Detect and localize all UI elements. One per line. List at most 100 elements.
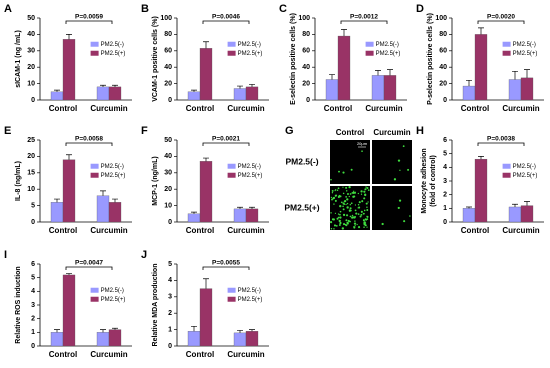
legend-label: PM2.5(-): [238, 288, 261, 294]
legend-swatch: [90, 50, 99, 56]
bar: [233, 208, 247, 223]
bar: [108, 202, 122, 223]
fluorescent-cell: [334, 189, 337, 191]
fluorescent-cell: [399, 169, 401, 171]
p-value: P=0.0012: [350, 14, 378, 21]
legend-label: PM2.5(+): [238, 297, 263, 303]
error-bar: [54, 198, 60, 203]
legend-label: PM2.5(-): [513, 42, 536, 48]
p-value: P=0.0058: [75, 136, 103, 143]
error-bar: [66, 154, 72, 160]
fluorescent-cell: [339, 216, 342, 219]
significance-bracket: [65, 20, 113, 24]
fluorescent-cell: [345, 219, 348, 222]
fluorescent-cell: [397, 159, 401, 162]
y-axis-label: Monocyte adhesion: [421, 148, 428, 213]
y-tick-label: 0: [31, 97, 35, 104]
error-bar: [100, 84, 106, 87]
fluorescent-cell: [354, 204, 357, 206]
legend-label: PM2.5(+): [513, 173, 538, 179]
fluorescent-cell: [360, 190, 363, 193]
fluorescent-cell: [337, 195, 340, 199]
fluorescent-cell: [350, 202, 353, 205]
x-tick-label: Curcumin: [227, 350, 264, 359]
fluorescent-cell: [353, 222, 357, 225]
fluorescent-cell: [353, 226, 356, 229]
column-label: Control: [336, 128, 364, 137]
fluorescent-cell: [331, 189, 334, 192]
error-bar: [237, 85, 243, 89]
fluorescent-cell: [340, 201, 343, 204]
y-tick-label: 30: [164, 170, 172, 177]
fluorescent-cell: [333, 228, 335, 230]
fluorescent-cell: [349, 215, 352, 218]
y-tick-label: 4: [31, 288, 35, 295]
legend-swatch: [90, 296, 99, 302]
scale-bar-label: 20μm: [357, 141, 368, 146]
y-tick-label: 2: [443, 192, 447, 199]
fluorescent-cell: [360, 210, 363, 213]
error-bar: [100, 329, 106, 333]
y-tick-label: 0: [168, 97, 172, 104]
legend-swatch: [502, 41, 511, 47]
micrograph: [372, 140, 412, 184]
bar: [50, 202, 64, 223]
legend-swatch: [90, 163, 99, 169]
fluorescent-cell: [363, 197, 366, 200]
fluorescent-cell: [330, 212, 332, 214]
x-tick-label: Control: [461, 226, 489, 235]
legend-swatch: [502, 50, 511, 56]
error-bar: [66, 273, 72, 275]
y-tick-label: 3: [168, 294, 172, 301]
fluorescent-cell: [329, 220, 333, 224]
p-value: P=0.0021: [212, 136, 240, 143]
y-tick-label: 100: [160, 15, 172, 22]
x-tick-label: Curcumin: [502, 104, 539, 113]
micrograph: [330, 140, 370, 184]
fluorescent-cell: [402, 145, 405, 148]
fluorescent-cell: [348, 185, 351, 189]
legend-label: PM2.5(+): [238, 51, 263, 57]
y-tick-label: 10: [27, 186, 35, 193]
error-bar: [203, 278, 209, 289]
fluorescent-cell: [360, 193, 363, 195]
bar: [371, 75, 385, 101]
error-bar: [512, 203, 518, 207]
bar: [108, 86, 122, 101]
legend-label: PM2.5(-): [238, 164, 261, 170]
fluorescent-cell: [398, 199, 402, 202]
y-tick-label: 0: [31, 343, 35, 350]
error-bar: [112, 198, 118, 203]
error-bar: [237, 206, 243, 209]
fluorescent-cell: [365, 186, 367, 188]
bar: [520, 205, 534, 223]
fluorescent-cell: [361, 200, 364, 203]
error-bar: [249, 84, 255, 87]
y-tick-label: 3: [31, 302, 35, 309]
fluorescent-cell: [350, 168, 353, 171]
error-bar: [249, 329, 255, 332]
y-tick-label: 1: [168, 326, 172, 333]
legend-label: PM2.5(-): [101, 288, 124, 294]
fluorescent-cell: [349, 203, 352, 206]
fluorescent-cell: [367, 189, 370, 192]
bar: [96, 86, 110, 101]
bar: [62, 159, 76, 223]
legend-label: PM2.5(+): [101, 51, 126, 57]
bar: [245, 86, 259, 101]
legend-swatch: [502, 163, 511, 169]
y-tick-label: 5: [168, 261, 172, 268]
bar: [474, 158, 488, 223]
fluorescent-cell: [356, 223, 358, 226]
y-axis-label: P-selectin positive cells (%): [427, 13, 434, 105]
row-label: PM2.5(+): [284, 202, 319, 212]
error-bar: [100, 190, 106, 196]
fluorescent-cell: [342, 208, 345, 211]
fluorescent-cell: [335, 224, 338, 227]
panel-label: I: [4, 249, 7, 261]
fluorescent-cell: [337, 187, 340, 190]
fluorescent-cell: [342, 186, 344, 188]
fluorescent-cell: [360, 213, 363, 216]
row-label: PM2.5(-): [285, 156, 318, 166]
fluorescent-cell: [357, 207, 359, 209]
